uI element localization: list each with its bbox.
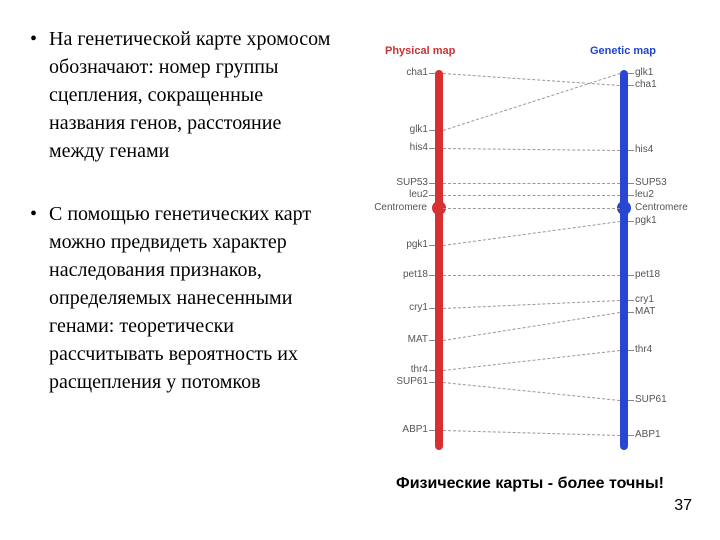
bullet-item: • С помощью генетических карт можно пред… bbox=[30, 200, 340, 396]
tick bbox=[628, 350, 634, 351]
gene-label-ABP1: ABP1 bbox=[380, 424, 428, 435]
tick bbox=[429, 370, 435, 371]
tick bbox=[429, 73, 435, 74]
connection-line bbox=[443, 195, 620, 196]
physical-map-title: Physical map bbox=[385, 45, 455, 57]
gene-label-thr4: thr4 bbox=[635, 344, 652, 355]
gene-label-SUP61: SUP61 bbox=[635, 394, 667, 405]
gene-label-ABP1: ABP1 bbox=[635, 429, 661, 440]
tick bbox=[429, 245, 435, 246]
tick bbox=[628, 300, 634, 301]
genetic-map-title: Genetic map bbox=[590, 45, 656, 57]
connection-line bbox=[443, 73, 620, 131]
tick bbox=[628, 195, 634, 196]
connection-line bbox=[443, 275, 620, 276]
gene-label-cha1: cha1 bbox=[635, 79, 657, 90]
tick bbox=[429, 148, 435, 149]
text-column: • На генетической карте хромосом обознач… bbox=[30, 25, 340, 431]
chromosome-diagram: Physical mapGenetic mapcha1glk1his4SUP53… bbox=[360, 45, 700, 455]
tick bbox=[628, 221, 634, 222]
tick bbox=[628, 183, 634, 184]
footer-caption: Физические карты - более точны! bbox=[380, 475, 680, 493]
tick bbox=[429, 308, 435, 309]
tick bbox=[628, 275, 634, 276]
centromere-label: Centromere bbox=[635, 202, 688, 213]
gene-label-his4: his4 bbox=[635, 144, 653, 155]
gene-label-cha1: cha1 bbox=[380, 67, 428, 78]
tick bbox=[429, 130, 435, 131]
gene-label-pet18: pet18 bbox=[380, 269, 428, 280]
connection-line bbox=[443, 312, 620, 341]
tick bbox=[628, 400, 634, 401]
gene-label-his4: his4 bbox=[380, 142, 428, 153]
gene-label-glk1: glk1 bbox=[380, 124, 428, 135]
connection-line bbox=[443, 183, 620, 184]
gene-label-SUP53: SUP53 bbox=[380, 177, 428, 188]
tick bbox=[628, 312, 634, 313]
gene-label-MAT: MAT bbox=[380, 334, 428, 345]
connection-line bbox=[443, 73, 620, 86]
connection-line bbox=[443, 350, 620, 371]
connection-line bbox=[443, 148, 620, 151]
bullet-dot: • bbox=[30, 200, 37, 396]
tick bbox=[429, 340, 435, 341]
gene-label-leu2: leu2 bbox=[380, 189, 428, 200]
tick bbox=[628, 435, 634, 436]
tick bbox=[628, 85, 634, 86]
physical-chromosome bbox=[435, 70, 443, 450]
gene-label-pgk1: pgk1 bbox=[635, 215, 657, 226]
connection-line bbox=[443, 221, 620, 246]
gene-label-cry1: cry1 bbox=[380, 302, 428, 313]
gene-label-MAT: MAT bbox=[635, 306, 655, 317]
bullet-text: На генетической карте хромосом обозначаю… bbox=[49, 25, 340, 165]
connection-line bbox=[443, 208, 620, 209]
gene-label-pgk1: pgk1 bbox=[380, 239, 428, 250]
tick bbox=[628, 73, 634, 74]
tick bbox=[628, 150, 634, 151]
gene-label-leu2: leu2 bbox=[635, 189, 654, 200]
connection-line bbox=[443, 382, 620, 401]
centromere-label: Centromere bbox=[365, 202, 427, 213]
tick bbox=[429, 195, 435, 196]
gene-label-glk1: glk1 bbox=[635, 67, 653, 78]
bullet-item: • На генетической карте хромосом обознач… bbox=[30, 25, 340, 165]
gene-label-SUP61: SUP61 bbox=[380, 376, 428, 387]
tick bbox=[429, 382, 435, 383]
gene-label-thr4: thr4 bbox=[380, 364, 428, 375]
tick bbox=[429, 275, 435, 276]
bullet-text: С помощью генетических карт можно предви… bbox=[49, 200, 340, 396]
gene-label-SUP53: SUP53 bbox=[635, 177, 667, 188]
genetic-chromosome bbox=[620, 70, 628, 450]
bullet-dot: • bbox=[30, 25, 37, 165]
page-number: 37 bbox=[674, 497, 692, 515]
gene-label-cry1: cry1 bbox=[635, 294, 654, 305]
connection-line bbox=[443, 430, 620, 436]
tick bbox=[429, 183, 435, 184]
gene-label-pet18: pet18 bbox=[635, 269, 660, 280]
tick bbox=[429, 430, 435, 431]
connection-line bbox=[443, 300, 620, 309]
